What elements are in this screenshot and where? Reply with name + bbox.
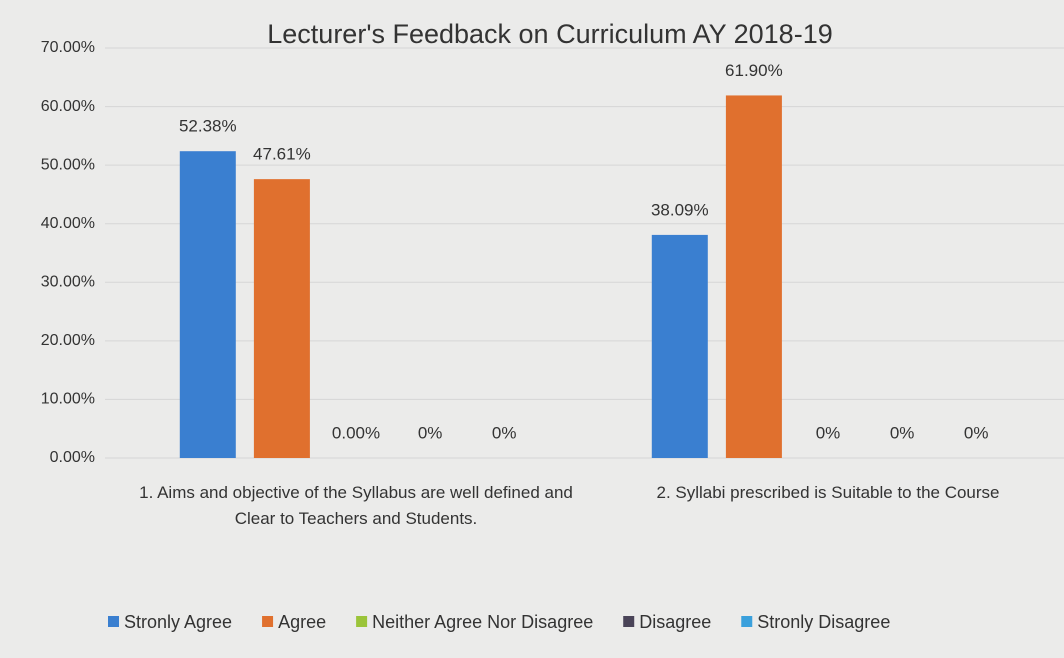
data-label: 0% [964,423,989,442]
bar [253,179,310,459]
legend-swatch [262,616,274,627]
y-tick-label: 0.00% [50,449,95,466]
y-tick-label: 30.00% [41,274,95,291]
data-label: 61.90% [725,61,783,80]
legend-label: Neither Agree Nor Disagree [372,612,593,632]
y-tick-label: 10.00% [41,391,95,408]
data-label: 0% [492,423,517,442]
data-label: 38.09% [651,200,709,219]
x-tick-label: 1. Aims and objective of the Syllabus ar… [139,483,573,528]
y-tick-label: 20.00% [41,332,95,349]
chart-title: Lecturer's Feedback on Curriculum AY 201… [267,19,832,49]
y-tick-label: 40.00% [41,215,95,232]
legend-swatch [108,616,119,627]
y-tick-label: 70.00% [41,39,95,56]
legend-swatch [356,616,368,627]
bar [179,151,236,458]
legend-label: Stronly Agree [124,612,232,632]
legend-label: Stronly Disagree [757,612,890,632]
data-label: 0.00% [332,423,380,442]
y-tick-label: 60.00% [41,98,95,115]
legend-label: Agree [278,612,326,632]
data-label: 0% [418,423,443,442]
legend-label: Disagree [639,612,711,632]
bar [725,95,782,458]
data-label: 47.61% [253,145,311,164]
data-label: 0% [816,423,841,442]
data-label: 52.38% [179,117,237,136]
bar [651,234,708,458]
legend-swatch [741,616,753,627]
legend-swatch [623,616,635,627]
data-label: 0% [890,423,915,442]
y-tick-label: 50.00% [41,156,95,173]
x-tick-label: 2. Syllabi prescribed is Suitable to the… [656,483,1000,502]
